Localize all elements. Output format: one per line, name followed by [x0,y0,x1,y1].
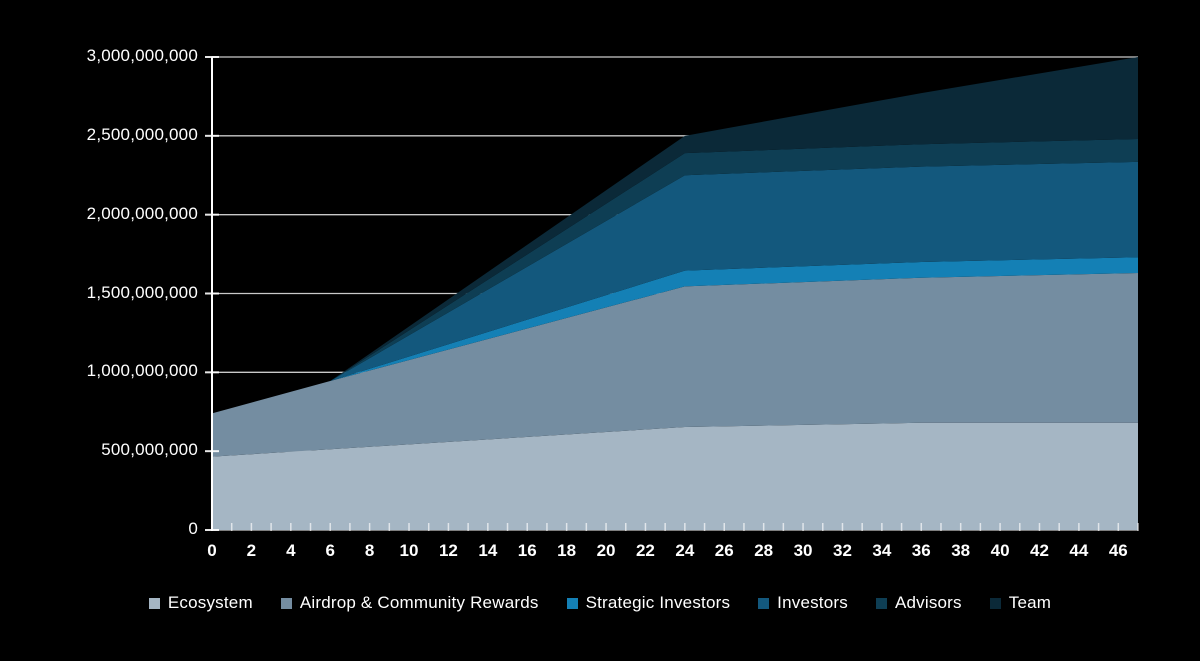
area-team [212,57,1138,414]
legend-item-strategic-investors[interactable]: Strategic Investors [566,593,731,613]
x-axis-label: 30 [793,541,813,560]
area-ecosystem [212,422,1138,530]
legend-item-investors[interactable]: Investors [758,593,848,613]
y-axis-label: 500,000,000 [101,440,198,460]
legend-label: Ecosystem [167,593,253,612]
legend-swatch-icon [875,597,887,609]
y-axis-label: 2,000,000,000 [86,203,198,223]
area-strategic-investors [212,257,1138,414]
x-axis-label: 46 [1108,541,1128,560]
x-axis-label: 24 [675,541,695,560]
y-axis-label: 2,500,000,000 [86,124,198,144]
chart-legend: Ecosystem Airdrop & Community Rewards Stra… [0,593,1200,613]
x-axis-label: 20 [596,541,616,560]
legend-label: Investors [777,593,848,612]
x-axis-label: 2 [246,541,257,560]
area-airdrop-community-rewards [212,273,1138,457]
x-axis-label: 26 [714,541,734,560]
y-axis-label: 1,500,000,000 [86,282,198,302]
x-axis-label: 44 [1069,541,1089,560]
legend-label: Airdrop & Community Rewards [299,593,539,612]
x-axis-label: 4 [286,541,296,560]
legend-item-team[interactable]: Team [989,593,1052,613]
x-axis-label: 6 [325,541,335,560]
x-axis-label: 38 [951,541,971,560]
x-axis-label: 0 [207,541,217,560]
x-axis-label: 10 [399,541,419,560]
area-investors [212,161,1138,414]
x-axis-label: 40 [990,541,1010,560]
legend-swatch-icon [280,597,292,609]
legend-swatch-icon [758,597,770,609]
x-axis-label: 14 [478,541,498,560]
legend-item-airdrop-community-rewards[interactable]: Airdrop & Community Rewards [280,593,539,613]
x-axis-label: 18 [557,541,577,560]
legend-item-advisors[interactable]: Advisors [875,593,962,613]
x-axis-label: 8 [364,541,375,560]
legend-label: Team [1008,593,1052,612]
x-axis-label: 42 [1030,541,1049,560]
x-axis-label: 34 [872,541,892,560]
y-axis-label: 0 [188,519,198,538]
x-axis-label: 28 [754,541,774,560]
legend-item-ecosystem[interactable]: Ecosystem [148,593,253,613]
y-axis-label: 1,000,000,000 [86,361,198,381]
x-axis-label: 32 [832,541,852,560]
legend-label: Strategic Investors [585,593,731,612]
x-axis-label: 22 [635,541,655,560]
legend-swatch-icon [148,597,160,609]
legend-label: Advisors [894,593,962,612]
legend-swatch-icon [989,597,1001,609]
y-axis-label: 3,000,000,000 [86,46,198,65]
x-axis-label: 16 [517,541,537,560]
x-axis-label: 12 [438,541,458,560]
x-axis-label: 36 [911,541,931,560]
legend-swatch-icon [566,597,578,609]
